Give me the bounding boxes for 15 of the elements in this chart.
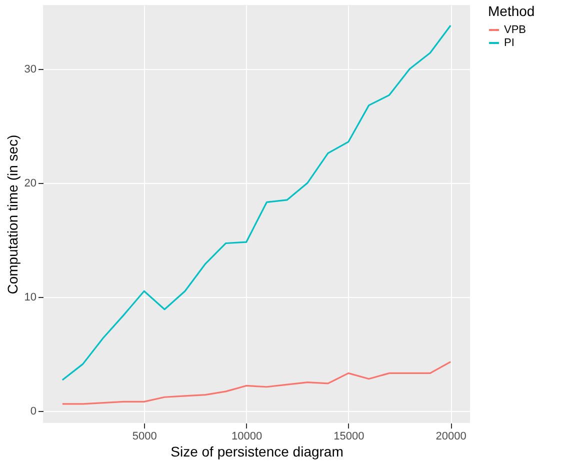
y-tick-label: 0 (30, 405, 36, 418)
x-tick-label: 5000 (132, 430, 157, 442)
legend-label: PI (504, 37, 514, 49)
y-tick-label: 10 (24, 291, 36, 304)
line-series (62, 24, 452, 381)
line-series (62, 360, 452, 405)
y-tick-label: 30 (24, 63, 36, 76)
legend-title: Method (488, 3, 535, 19)
x-tick-label: 20000 (436, 430, 466, 442)
x-tick-label: 15000 (334, 430, 364, 442)
y-axis-title: Computation time (in sec) (4, 134, 20, 294)
y-tick-label: 20 (24, 177, 36, 190)
legend-label: VPB (504, 24, 526, 36)
x-axis-title: Size of persistence diagram (170, 444, 344, 460)
x-tick-label: 10000 (231, 430, 262, 442)
